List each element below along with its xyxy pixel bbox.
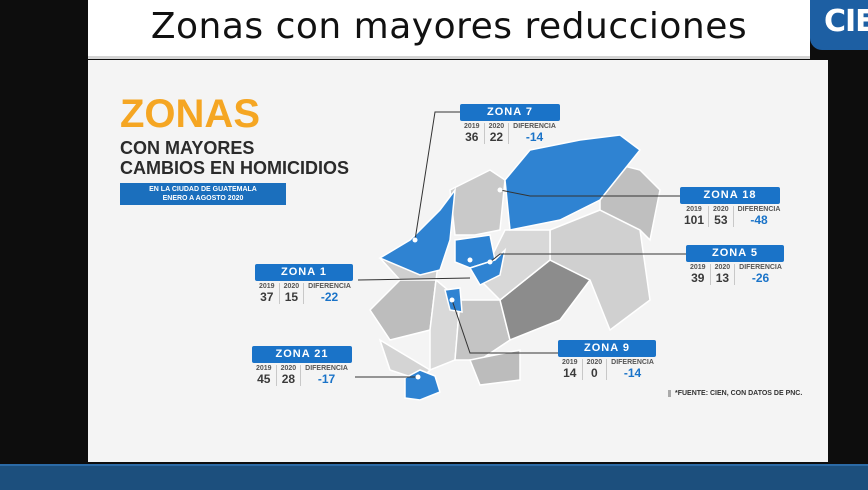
heading-zonas: ZONAS [120,92,260,136]
zone-7-card: ZONA 7 2019 2020 DIFERENCIA 36 22 -14 [460,104,560,144]
marker-zone-5 [487,259,493,265]
map-zone-gray [369,279,437,341]
zone-1-label: ZONA 1 [255,264,353,281]
map-zone-18 [504,134,642,231]
zone-21-card: ZONA 21 2019 2020 DIFERENCIA 45 28 -17 [252,346,352,386]
heading-line-1: CON MAYORES [120,138,255,158]
map-zone-21 [404,369,441,401]
badge-line-1: EN LA CIUDAD DE GUATEMALA [149,186,257,193]
marker-zone-1 [467,257,473,263]
header-2019: 2019 [252,365,277,372]
slide-title: Zonas con mayores reducciones [150,6,748,47]
header-diff: DIFERENCIA [739,264,782,271]
brand-logo: CIE [810,0,868,50]
zone-18-label: ZONA 18 [680,187,780,204]
value-diff: -14 [525,130,544,144]
header-diff: DIFERENCIA [513,123,556,130]
header-2020: 2020 [276,365,302,372]
header-diff: DIFERENCIA [611,359,654,366]
zone-9-label: ZONA 9 [558,340,656,357]
header-2020: 2020 [279,283,305,290]
leader-zone-7 [414,111,460,241]
heading-line-2: CAMBIOS EN HOMICIDIOS [120,158,350,178]
leader-zone-9 [451,299,558,354]
value-2019: 14 [558,366,583,380]
header-2019: 2019 [558,359,583,366]
marker-zone-7 [412,237,418,243]
value-2020: 13 [710,271,736,285]
map-zone-gray [454,299,511,361]
logo-text: CIE [824,4,868,39]
map-zone-7 [378,187,457,276]
marker-zone-21 [415,374,421,380]
header-diff: DIFERENCIA [737,206,781,213]
value-diff: -17 [317,372,336,386]
marker-zone-9 [449,297,455,303]
zone-5-card: ZONA 5 2019 2020 DIFERENCIA 39 13 -26 [686,245,784,285]
zone-18-card: ZONA 18 2019 2020 DIFERENCIA 101 53 -48 [680,187,780,227]
value-2020: 53 [708,213,734,227]
badge-line-2: ENERO A AGOSTO 2020 [162,195,244,202]
header-2019: 2019 [460,123,485,130]
value-diff: -14 [623,366,642,380]
value-diff: -26 [751,271,770,285]
leader-zone-1 [357,277,471,281]
header-2020: 2020 [582,359,608,366]
value-2020: 28 [276,372,302,386]
header-diff: DIFERENCIA [305,365,348,372]
leader-zone-18 [499,189,680,197]
header-2019: 2019 [686,264,711,271]
zone-1-card: ZONA 1 2019 2020 DIFERENCIA 37 15 -22 [255,264,353,304]
bottom-bar [0,464,868,490]
source-note: *FUENTE: CIEN, CON DATOS DE PNC. [668,390,802,397]
marker-zone-18 [497,187,503,193]
value-2019: 101 [680,213,710,227]
slide-title-bar: Zonas con mayores reducciones [88,0,810,59]
header-2019: 2019 [680,206,710,213]
header-2019: 2019 [255,283,280,290]
value-2020: 15 [279,290,305,304]
zone-5-label: ZONA 5 [686,245,784,262]
zone-21-label: ZONA 21 [252,346,352,363]
value-2020: 22 [484,130,510,144]
value-2020: 0 [582,366,608,380]
header-2020: 2020 [708,206,734,213]
value-diff: -22 [320,290,339,304]
value-2019: 36 [460,130,485,144]
zone-7-label: ZONA 7 [460,104,560,121]
leader-zone-5 [489,253,690,263]
value-2019: 37 [255,290,280,304]
zone-9-card: ZONA 9 2019 2020 DIFERENCIA 14 0 -14 [558,340,656,380]
value-diff: -48 [750,213,768,227]
header-diff: DIFERENCIA [308,283,351,290]
date-badge: EN LA CIUDAD DE GUATEMALA ENERO A AGOSTO… [120,183,286,205]
value-2019: 39 [686,271,711,285]
heading-subtitle: CON MAYORES CAMBIOS EN HOMICIDIOS [120,138,400,178]
header-2020: 2020 [710,264,736,271]
map-zone-gray [449,169,506,236]
header-2020: 2020 [484,123,510,130]
value-2019: 45 [252,372,277,386]
